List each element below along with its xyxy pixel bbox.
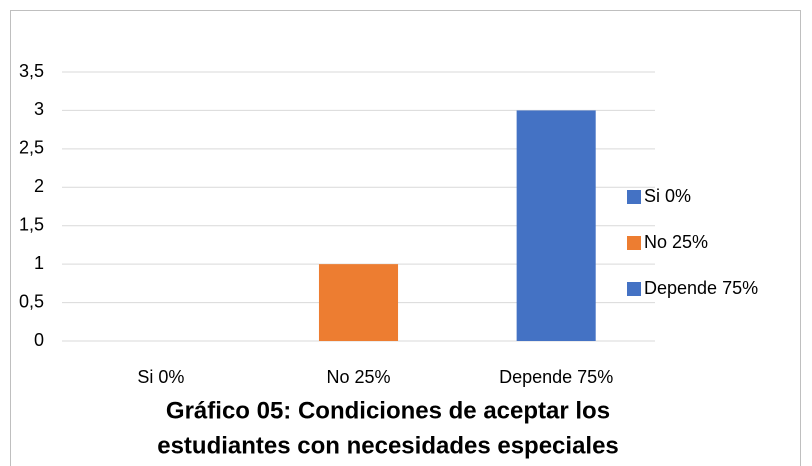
x-tick-label: No 25% — [326, 367, 390, 387]
y-tick-label: 0,5 — [19, 291, 44, 311]
y-tick-label: 3 — [34, 99, 44, 119]
y-tick-label: 3,5 — [19, 61, 44, 81]
bar — [516, 110, 596, 341]
legend-swatch — [627, 282, 641, 296]
y-tick-label: 1 — [34, 253, 44, 273]
chart-border — [10, 10, 801, 466]
legend-label: Si 0% — [644, 186, 691, 206]
x-tick-label: Depende 75% — [499, 367, 613, 387]
legend-swatch — [627, 236, 641, 250]
legend-label: Depende 75% — [644, 278, 758, 298]
y-tick-label: 0 — [34, 330, 44, 350]
x-tick-label: Si 0% — [137, 367, 184, 387]
y-tick-label: 2 — [34, 176, 44, 196]
y-tick-label: 1,5 — [19, 214, 44, 234]
legend-swatch — [627, 190, 641, 204]
chart-title-line: estudiantes con necesidades especiales — [157, 432, 619, 459]
chart-title-line: Gráfico 05: Condiciones de aceptar los — [166, 397, 610, 424]
bar — [318, 264, 399, 341]
legend-label: No 25% — [644, 232, 708, 252]
y-tick-label: 2,5 — [19, 138, 44, 158]
